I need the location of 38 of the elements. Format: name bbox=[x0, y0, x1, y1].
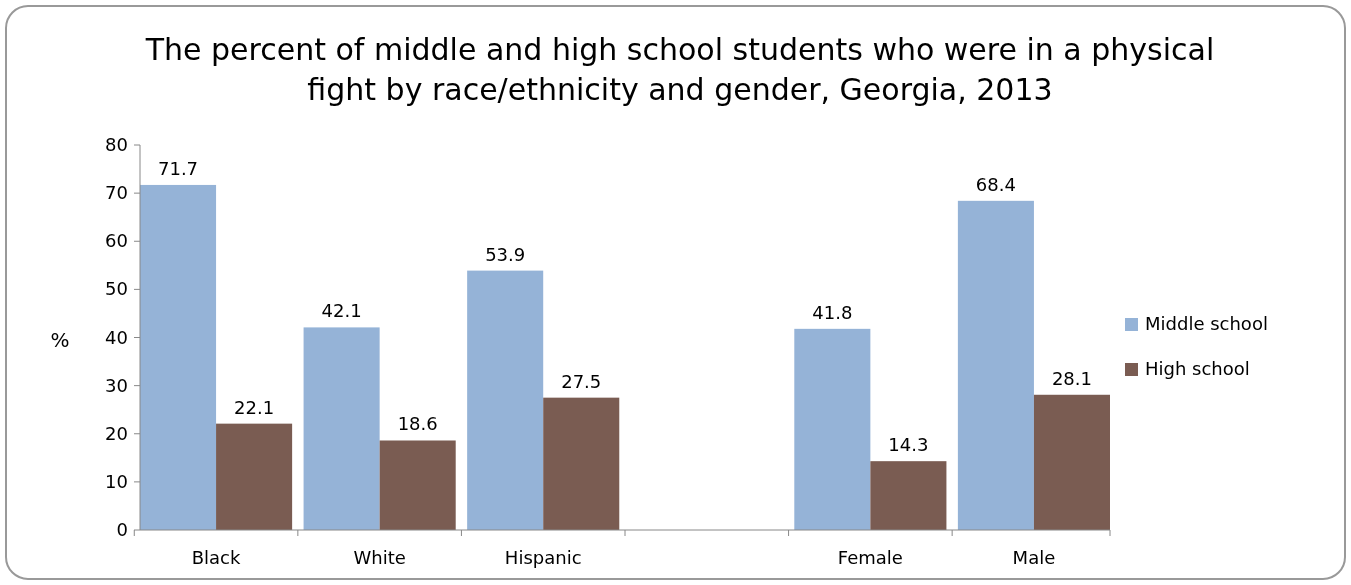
x-tick-label: Black bbox=[191, 547, 241, 568]
y-axis-title: % bbox=[50, 328, 70, 352]
legend-label: High school bbox=[1145, 358, 1250, 379]
bar bbox=[870, 461, 947, 530]
bar bbox=[216, 423, 293, 530]
x-tick-label: Hispanic bbox=[504, 547, 582, 568]
data-label: 71.7 bbox=[157, 157, 199, 179]
data-label: 28.1 bbox=[1051, 367, 1093, 389]
x-tick-label: Male bbox=[1012, 547, 1056, 568]
data-label: 42.1 bbox=[321, 300, 362, 322]
y-tick-label: 50 bbox=[105, 278, 128, 300]
data-label: 53.9 bbox=[485, 243, 526, 265]
bar bbox=[794, 328, 871, 530]
y-tick-label: 70 bbox=[105, 182, 128, 204]
y-tick-label: 80 bbox=[105, 134, 128, 155]
y-tick-label: 0 bbox=[116, 519, 128, 540]
bar bbox=[543, 397, 620, 530]
x-tick-label: White bbox=[353, 547, 406, 568]
data-label: 18.6 bbox=[397, 413, 438, 435]
bar bbox=[957, 200, 1034, 530]
data-label: 27.5 bbox=[561, 370, 602, 392]
y-tick-label: 30 bbox=[105, 374, 128, 396]
data-label: 41.8 bbox=[812, 301, 853, 323]
data-label: 22.1 bbox=[234, 396, 275, 418]
chart-title: The percent of middle and high school students who were in a physical fight by race/ethnicity and gender, Georgia, 2013 bbox=[144, 32, 1215, 107]
y-tick-label: 60 bbox=[105, 230, 128, 252]
bar bbox=[379, 440, 456, 530]
bar bbox=[467, 270, 544, 530]
bar bbox=[1033, 394, 1110, 530]
data-label: 68.4 bbox=[975, 173, 1016, 195]
x-tick-label: Female bbox=[837, 547, 903, 568]
data-label: 14.3 bbox=[888, 434, 929, 456]
legend-label: Middle school bbox=[1145, 313, 1268, 334]
y-tick-label: 20 bbox=[105, 422, 128, 444]
bar bbox=[140, 184, 217, 530]
y-tick-label: 40 bbox=[105, 326, 128, 348]
y-tick-label: 10 bbox=[105, 470, 128, 492]
bar bbox=[303, 327, 380, 530]
